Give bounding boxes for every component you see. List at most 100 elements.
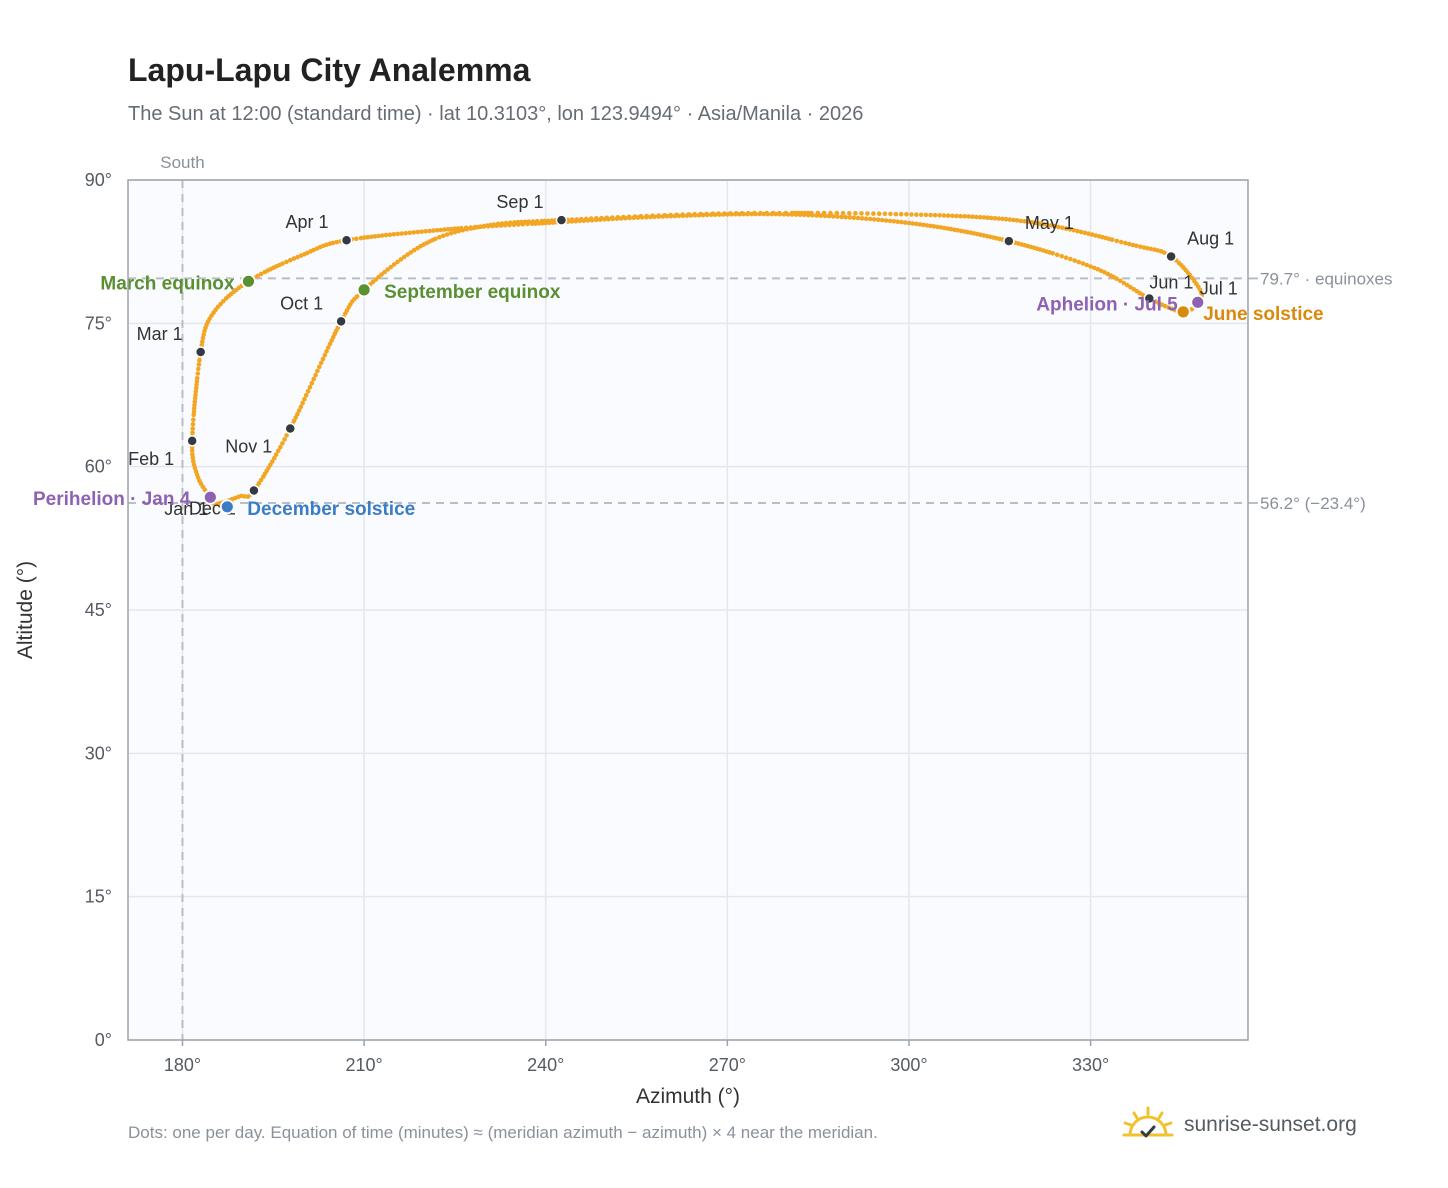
event-label: March equinox: [100, 273, 235, 294]
day-dot: [376, 233, 381, 239]
day-dot: [631, 215, 636, 221]
day-dot: [840, 210, 846, 216]
day-dot: [704, 212, 710, 218]
day-dot: [1029, 220, 1035, 225]
day-dot: [193, 389, 199, 394]
day-dot: [904, 212, 909, 217]
day-dot: [372, 234, 378, 239]
day-dot: [202, 328, 207, 334]
day-dot: [200, 335, 206, 341]
day-dot: [516, 222, 521, 227]
day-dot: [585, 218, 591, 223]
day-dot: [717, 212, 722, 217]
event-marker: [1175, 304, 1191, 320]
day-dot: [589, 217, 595, 223]
day-dot: [1128, 284, 1133, 290]
day-dot: [644, 214, 649, 220]
day-dot: [317, 364, 322, 370]
month-label: Nov 1: [225, 436, 272, 456]
month-label: May 1: [1025, 213, 1074, 233]
day-dot: [1114, 238, 1120, 244]
day-dot: [970, 214, 975, 219]
day-dot: [1145, 245, 1150, 251]
day-dot: [865, 211, 870, 216]
month-label: Jul 1: [1200, 278, 1238, 298]
x-tick-label: 330°: [1072, 1055, 1109, 1075]
day-dot: [1054, 252, 1060, 258]
day-dot: [196, 362, 202, 367]
day-dot: [481, 224, 487, 229]
day-dot: [1007, 217, 1013, 222]
day-dot: [408, 250, 414, 255]
day-dot: [958, 213, 963, 219]
day-dot: [1000, 216, 1005, 222]
day-dot: [928, 223, 933, 229]
day-dot: [749, 211, 754, 217]
day-dot: [1089, 232, 1095, 237]
day-dot: [1148, 246, 1154, 252]
day-dot: [1063, 255, 1069, 260]
day-dot: [921, 222, 926, 228]
day-dot: [898, 211, 904, 217]
day-dot: [411, 247, 417, 253]
day-dot: [602, 217, 607, 222]
day-dot: [781, 212, 787, 217]
day-dot: [383, 232, 389, 238]
day-dot: [533, 221, 538, 226]
day-dot: [757, 211, 762, 217]
event-label: September equinox: [384, 282, 561, 303]
day-dot: [1071, 227, 1077, 233]
day-dot: [627, 215, 632, 221]
day-dot: [365, 234, 371, 240]
day-dot: [938, 225, 944, 230]
day-dot: [906, 220, 912, 226]
day-dot: [891, 219, 897, 224]
day-dot: [765, 211, 770, 217]
day-dot: [635, 215, 641, 220]
day-dot: [391, 232, 397, 237]
day-dot: [618, 216, 624, 221]
y-tick-label: 90°: [85, 170, 112, 190]
day-dot: [745, 211, 750, 217]
day-dot: [1134, 243, 1139, 249]
footnote: Dots: one per day. Equation of time (min…: [128, 1123, 878, 1142]
day-dot: [882, 211, 888, 217]
day-dot: [871, 217, 877, 222]
day-dot: [293, 415, 299, 420]
day-dot: [923, 212, 929, 218]
day-dot: [954, 213, 959, 219]
day-dot: [434, 228, 440, 233]
day-dot: [1095, 267, 1101, 272]
day-dot: [485, 224, 491, 229]
day-dot: [883, 218, 889, 223]
y-tick-label: 75°: [85, 313, 112, 333]
day-dot: [1199, 290, 1204, 296]
event-marker: [202, 489, 218, 505]
day-dot: [327, 341, 333, 347]
day-dot: [914, 221, 919, 227]
day-dot: [437, 234, 442, 240]
brand-name: sunrise-sunset.org: [1184, 1113, 1357, 1136]
month-label: Sep 1: [496, 192, 543, 212]
month-marker: [335, 315, 347, 328]
day-dot: [847, 211, 852, 216]
day-dot: [597, 217, 603, 222]
day-dot: [403, 230, 409, 236]
day-dot: [676, 213, 682, 219]
day-dot: [452, 226, 458, 231]
day-dot: [1018, 218, 1024, 224]
brand[interactable]: sunrise-sunset.org: [1120, 1100, 1357, 1150]
day-dot: [639, 215, 645, 220]
chart-subtitle: The Sun at 12:00 (standard time) · lat 1…: [128, 103, 864, 125]
x-tick-label: 210°: [345, 1055, 382, 1075]
day-dot: [223, 296, 229, 301]
day-dot: [859, 216, 865, 221]
day-dot: [680, 213, 686, 218]
day-dot: [194, 375, 200, 381]
day-dot: [1075, 228, 1080, 234]
day-dot: [270, 459, 275, 464]
day-dot: [547, 220, 552, 226]
day-dot: [191, 412, 196, 418]
month-marker: [1165, 250, 1177, 263]
day-dot: [801, 212, 807, 218]
